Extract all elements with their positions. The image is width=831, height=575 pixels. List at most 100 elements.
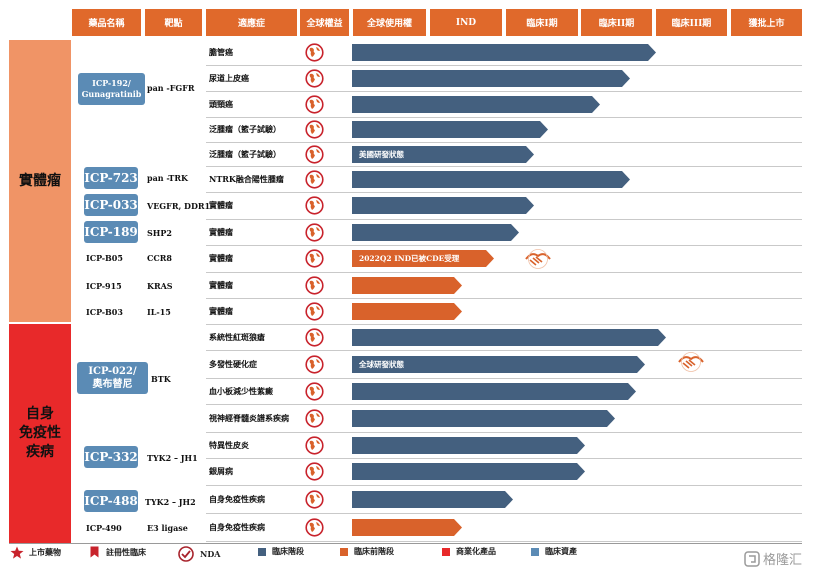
legend-clinical-swatch <box>258 547 266 556</box>
globe-icon <box>305 222 324 242</box>
check-circle-icon <box>178 546 194 562</box>
globe-icon <box>305 196 324 215</box>
legend-registrational: 註冊性臨床 <box>90 546 146 558</box>
header-global-use: 全球使用權 <box>353 9 426 36</box>
target-icp-022: BTK <box>151 374 171 384</box>
row-separator <box>206 192 802 193</box>
indication-label: 實體瘤 <box>209 279 233 290</box>
row-separator <box>206 404 802 405</box>
drug-icp-b03: ICP-B03 <box>86 307 123 317</box>
progress-bar <box>352 328 666 346</box>
drug-icp-b05: ICP-B05 <box>86 253 123 263</box>
globe-icon <box>305 68 324 88</box>
progress-bar <box>352 409 615 427</box>
progress-bar <box>352 145 534 163</box>
watermark: 格隆汇 <box>744 549 802 568</box>
drug-icp-332: ICP-332 <box>84 446 138 468</box>
row-separator <box>206 458 802 459</box>
bar-label-global-status: 全球研發狀態 <box>359 359 404 369</box>
header-phase2: 臨床II期 <box>581 9 652 36</box>
row-separator <box>206 142 802 143</box>
progress-bar <box>352 302 462 320</box>
target-icp-192: pan -FGFR <box>147 83 195 93</box>
globe-icon <box>305 354 324 374</box>
target-icp-332: TYK2 – JH1 <box>147 453 198 463</box>
star-icon <box>10 546 24 559</box>
progress-bar <box>352 43 656 61</box>
drug-icp-022: ICP-022/ 奧布替尼 <box>77 362 148 394</box>
row-separator <box>206 298 802 299</box>
row-separator <box>206 166 802 167</box>
drug-icp-490: ICP-490 <box>86 523 122 533</box>
legend-marketed-label: 上市藥物 <box>29 547 61 557</box>
header-indication: 適應症 <box>206 9 297 36</box>
legend-nda: NDA <box>178 546 220 562</box>
progress-bar <box>352 490 513 508</box>
legend-nda-label: NDA <box>200 549 221 559</box>
header-target: 靶點 <box>145 9 202 36</box>
drug-icp-915: ICP-915 <box>86 281 122 291</box>
header-global-rights: 全球權益 <box>300 9 349 36</box>
legend-preclinical-label: 臨床前階段 <box>354 546 394 556</box>
row-separator <box>206 350 802 351</box>
legend-marketed: 上市藥物 <box>10 546 61 559</box>
bar-label-ind-accepted: 2022Q2 IND已被CDE受理 <box>359 254 460 263</box>
legend-clinical-label: 臨床階段 <box>272 546 304 556</box>
row-separator <box>206 432 802 433</box>
header-approval: 獲批上市 <box>731 9 802 36</box>
progress-bar <box>352 250 494 267</box>
drug-icp-488: ICP-488 <box>84 490 138 512</box>
drug-icp-033: ICP-033 <box>84 194 138 216</box>
indication-label: 泛腫瘤（籃子試驗） <box>209 148 281 159</box>
indication-label: 多發性硬化症 <box>209 358 257 369</box>
category-solid-tumor: 實體瘤 <box>9 40 71 322</box>
progress-bar <box>352 121 548 138</box>
header-phase3: 臨床III期 <box>656 9 727 36</box>
indication-label: 實體瘤 <box>209 200 233 210</box>
progress-bar <box>352 170 630 188</box>
target-icp-723: pan -TRK <box>147 173 188 183</box>
indication-label: 膽管癌 <box>209 46 233 57</box>
progress-bar <box>352 69 630 87</box>
globe-icon <box>305 42 324 62</box>
row-separator <box>206 378 802 379</box>
globe-icon <box>305 94 324 114</box>
target-icp-b05: CCR8 <box>147 253 172 263</box>
indication-label: 頭頸癌 <box>209 98 233 109</box>
indication-label: 特異性皮炎 <box>209 439 249 450</box>
drug-icp-192: ICP-192/ Gunagratinib <box>78 73 145 105</box>
category-autoimmune: 自身 免疫性 疾病 <box>9 324 71 543</box>
progress-bar <box>352 463 585 480</box>
legend-clinical-asset-swatch <box>531 547 539 556</box>
progress-bar <box>352 382 636 400</box>
watermark-text: 格隆汇 <box>763 553 803 568</box>
row-separator <box>206 91 802 92</box>
indication-label: 實體瘤 <box>209 226 233 237</box>
legend-preclinical-swatch <box>340 547 348 556</box>
globe-icon <box>305 275 324 295</box>
indication-label: 實體瘤 <box>209 253 233 263</box>
globe-icon <box>305 381 324 401</box>
target-icp-033: VEGFR, DDR1 <box>147 201 211 211</box>
globe-icon <box>305 489 324 509</box>
handshake-icon <box>678 352 704 372</box>
indication-label: 尿道上皮癌 <box>209 72 249 83</box>
row-separator <box>206 245 802 246</box>
drug-icp-723: ICP-723 <box>84 167 138 189</box>
row-separator <box>206 272 802 273</box>
indication-label: NTRK融合陽性腫瘤 <box>209 173 284 184</box>
legend-clinical: 臨床階段 <box>258 546 304 557</box>
watermark-logo-icon <box>744 550 760 567</box>
globe-icon <box>305 327 324 347</box>
row-separator <box>206 324 802 325</box>
legend-commercial-swatch <box>442 547 450 556</box>
drug-icp-189: ICP-189 <box>84 221 138 243</box>
indication-label: 自身免疫性疾病 <box>209 521 265 532</box>
globe-icon <box>305 169 324 189</box>
globe-icon <box>305 301 324 321</box>
progress-bar <box>352 355 645 373</box>
progress-bar <box>352 197 534 214</box>
progress-bar <box>352 436 585 454</box>
legend-commercial-label: 商業化產品 <box>456 546 496 556</box>
indication-label: 視神經脊髓炎譜系疾病 <box>209 412 289 423</box>
